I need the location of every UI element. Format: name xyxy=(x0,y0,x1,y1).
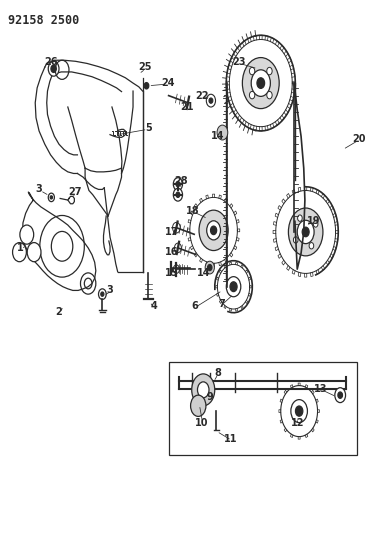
Circle shape xyxy=(191,395,206,416)
Text: 16: 16 xyxy=(165,247,178,256)
Circle shape xyxy=(192,374,215,406)
Circle shape xyxy=(335,387,346,402)
Circle shape xyxy=(208,264,212,271)
Text: 1: 1 xyxy=(17,243,23,253)
Circle shape xyxy=(211,226,217,235)
Text: 10: 10 xyxy=(195,418,209,429)
Circle shape xyxy=(295,406,303,416)
Circle shape xyxy=(50,196,52,199)
Circle shape xyxy=(226,277,241,297)
Circle shape xyxy=(309,243,314,249)
Text: 14: 14 xyxy=(211,131,224,141)
Text: 9: 9 xyxy=(206,392,213,402)
Circle shape xyxy=(302,227,309,237)
Circle shape xyxy=(313,221,318,227)
Circle shape xyxy=(27,243,41,262)
Circle shape xyxy=(173,177,182,190)
Text: 3: 3 xyxy=(107,286,114,295)
Text: 92158 2500: 92158 2500 xyxy=(8,14,80,27)
Circle shape xyxy=(291,400,308,423)
Circle shape xyxy=(298,215,302,221)
Text: 20: 20 xyxy=(353,134,366,144)
Circle shape xyxy=(51,65,56,72)
Text: 22: 22 xyxy=(195,91,209,101)
Text: 14: 14 xyxy=(197,269,211,278)
Circle shape xyxy=(173,188,182,201)
Text: 5: 5 xyxy=(145,123,152,133)
Circle shape xyxy=(293,237,298,243)
Circle shape xyxy=(48,61,59,76)
Text: 24: 24 xyxy=(161,78,174,88)
Text: 8: 8 xyxy=(214,368,221,378)
Circle shape xyxy=(251,70,270,96)
Text: 28: 28 xyxy=(174,176,188,187)
Text: 21: 21 xyxy=(180,102,194,112)
Text: 2: 2 xyxy=(55,306,62,317)
Circle shape xyxy=(297,220,314,244)
Circle shape xyxy=(217,125,228,140)
Text: 7: 7 xyxy=(218,298,224,309)
Text: 26: 26 xyxy=(44,57,57,67)
Circle shape xyxy=(176,181,180,187)
Text: 3: 3 xyxy=(36,184,42,195)
Circle shape xyxy=(257,78,264,88)
Circle shape xyxy=(267,91,272,99)
Circle shape xyxy=(267,67,272,75)
Text: 6: 6 xyxy=(191,301,198,311)
Text: 11: 11 xyxy=(224,434,238,445)
Circle shape xyxy=(205,261,214,274)
Text: 25: 25 xyxy=(138,62,151,72)
Circle shape xyxy=(48,193,54,201)
Circle shape xyxy=(13,243,27,262)
Circle shape xyxy=(207,221,221,240)
Bar xyxy=(169,362,357,455)
Circle shape xyxy=(198,382,209,398)
Circle shape xyxy=(99,289,106,300)
Text: 13: 13 xyxy=(314,384,328,394)
Text: 27: 27 xyxy=(69,187,82,197)
Circle shape xyxy=(209,98,213,103)
Circle shape xyxy=(199,210,228,251)
Text: 23: 23 xyxy=(232,57,245,67)
Text: 19: 19 xyxy=(306,216,320,227)
Circle shape xyxy=(288,208,323,256)
Circle shape xyxy=(101,292,104,296)
Text: 15: 15 xyxy=(165,269,178,278)
Circle shape xyxy=(20,225,33,244)
Circle shape xyxy=(249,67,255,75)
Text: 12: 12 xyxy=(291,418,305,429)
Text: 17: 17 xyxy=(165,227,178,237)
Circle shape xyxy=(230,282,237,292)
Circle shape xyxy=(176,192,180,197)
Text: 18: 18 xyxy=(186,206,199,216)
Circle shape xyxy=(206,94,216,107)
Circle shape xyxy=(144,83,149,89)
Circle shape xyxy=(249,91,255,99)
Text: 4: 4 xyxy=(151,301,157,311)
Circle shape xyxy=(243,58,279,109)
Circle shape xyxy=(338,392,343,398)
